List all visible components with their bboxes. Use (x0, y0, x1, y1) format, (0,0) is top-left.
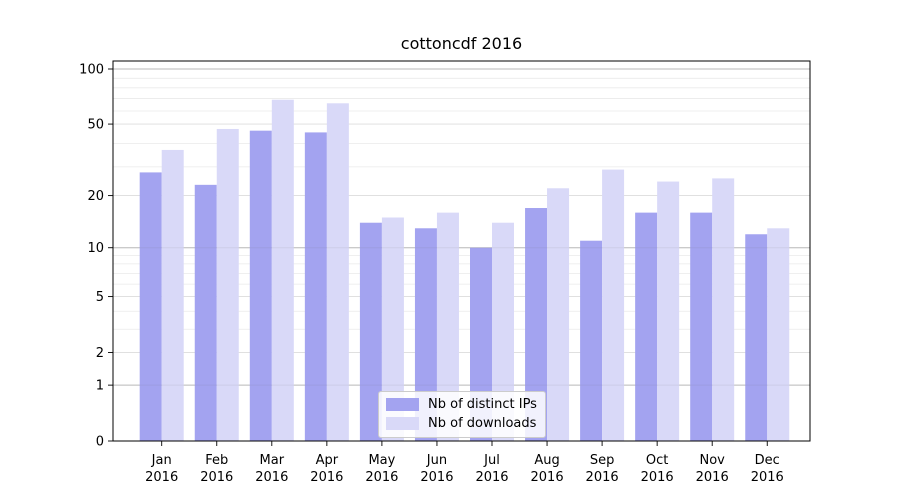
x-tick-year-nov: 2016 (696, 470, 729, 485)
bar-downloads-feb (216, 128, 239, 441)
y-tick-label-0: 0 (96, 435, 104, 450)
bar-distinct-ips-jan (139, 172, 162, 442)
y-tick-label-1: 1 (96, 379, 104, 394)
x-tick-label-oct: Oct (646, 453, 668, 468)
x-tick-label-apr: Apr (316, 453, 339, 468)
bar-downloads-may (381, 217, 404, 441)
bar-downloads-mar (271, 99, 294, 441)
bar-distinct-ips-oct (635, 212, 658, 441)
bar-distinct-ips-jun (414, 228, 437, 441)
bar-distinct-ips-nov (690, 212, 713, 441)
chart-title: cottoncdf 2016 (400, 34, 523, 53)
x-tick-year-oct: 2016 (641, 470, 674, 485)
bar-distinct-ips-sep (580, 240, 603, 441)
x-tick-year-mar: 2016 (255, 470, 288, 485)
x-tick-label-aug: Aug (534, 453, 559, 468)
y-tick-label-20: 20 (87, 189, 104, 204)
legend-label-distinct-ips: Nb of distinct IPs (428, 397, 537, 412)
bar-distinct-ips-apr (304, 132, 327, 441)
x-tick-year-jan: 2016 (145, 470, 178, 485)
legend-swatch-downloads (386, 417, 419, 430)
legend-label-downloads: Nb of downloads (428, 416, 537, 431)
bar-downloads-apr (326, 103, 349, 442)
bar-downloads-jan (161, 149, 184, 441)
x-tick-year-aug: 2016 (531, 470, 564, 485)
y-tick-label-10: 10 (87, 241, 104, 256)
x-tick-label-sep: Sep (590, 453, 615, 468)
x-tick-year-may: 2016 (365, 470, 398, 485)
bar-distinct-ips-aug (525, 208, 548, 441)
x-tick-year-apr: 2016 (310, 470, 343, 485)
bar-downloads-oct (657, 181, 680, 441)
bar-distinct-ips-dec (745, 234, 768, 441)
y-tick-label-2: 2 (96, 346, 104, 361)
bar-downloads-sep (602, 169, 625, 441)
x-tick-label-feb: Feb (205, 453, 228, 468)
bar-distinct-ips-may (359, 222, 382, 441)
x-tick-year-sep: 2016 (586, 470, 619, 485)
legend: Nb of distinct IPs Nb of downloads (378, 391, 546, 438)
bar-downloads-jun (436, 212, 459, 441)
x-tick-label-may: May (368, 453, 395, 468)
x-tick-label-mar: Mar (260, 453, 285, 468)
y-tick-label-50: 50 (87, 118, 104, 133)
bar-downloads-dec (767, 228, 790, 441)
bar-distinct-ips-feb (194, 184, 217, 441)
bar-downloads-jul (492, 222, 514, 441)
y-tick-label-5: 5 (96, 290, 104, 305)
bar-downloads-aug (547, 188, 570, 441)
x-tick-label-dec: Dec (755, 453, 780, 468)
bar-downloads-nov (712, 178, 735, 441)
legend-swatch-distinct-ips (386, 398, 419, 411)
x-tick-year-jul: 2016 (475, 470, 508, 485)
x-tick-year-feb: 2016 (200, 470, 233, 485)
plot-border (112, 60, 811, 442)
x-tick-year-jun: 2016 (420, 470, 453, 485)
bar-distinct-ips-mar (249, 130, 272, 441)
x-tick-label-jun: Jun (426, 453, 447, 468)
legend-item-downloads: Nb of downloads (386, 416, 537, 431)
x-tick-label-nov: Nov (700, 453, 726, 468)
x-tick-year-dec: 2016 (751, 470, 784, 485)
legend-item-distinct-ips: Nb of distinct IPs (386, 397, 537, 412)
x-tick-label-jul: Jul (483, 453, 500, 468)
y-tick-label-100: 100 (79, 63, 104, 78)
x-tick-label-jan: Jan (151, 453, 172, 468)
